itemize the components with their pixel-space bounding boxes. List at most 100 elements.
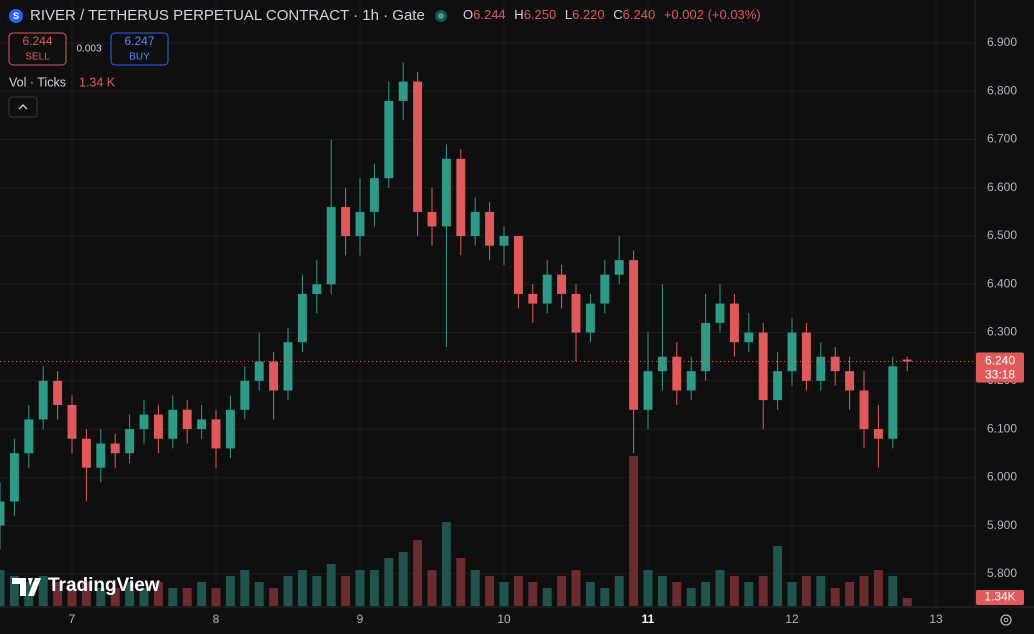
- symbol-icon-letter: S: [13, 11, 19, 21]
- volume-indicator-value: 1.34 K: [79, 75, 116, 89]
- buy-price[interactable]: 6.247: [124, 34, 154, 48]
- volume-bar: [902, 597, 912, 606]
- volume-bar: [240, 570, 250, 606]
- candle-body: [571, 293, 581, 333]
- candle-body: [643, 371, 653, 410]
- candle-body: [845, 371, 855, 391]
- volume-bar: [470, 570, 480, 606]
- volume-bar: [542, 588, 552, 606]
- volume-bar: [888, 576, 898, 606]
- candle-body: [225, 409, 235, 449]
- spread: 0.003: [76, 44, 101, 55]
- legend-value: 6.220: [572, 7, 605, 22]
- legend-value: 6.244: [473, 7, 506, 22]
- volume-bar: [830, 588, 840, 606]
- candle-body: [297, 293, 307, 343]
- y-tick-label: 6.800: [987, 83, 1017, 97]
- candle-body: [600, 274, 610, 304]
- volume-bar: [773, 546, 783, 606]
- volume-bar: [182, 588, 192, 606]
- ohlc-legend: O6.244 H6.250 L6.220 C6.240 +0.002 (+0.0…: [463, 7, 761, 22]
- volume-bar: [67, 588, 77, 606]
- y-tick-label: 6.100: [987, 421, 1017, 435]
- candle-body: [211, 419, 221, 449]
- candle-body: [9, 453, 19, 502]
- candle-body: [686, 371, 696, 391]
- candle-body: [53, 380, 63, 405]
- candle-body: [312, 284, 322, 294]
- volume-bar: [269, 588, 279, 606]
- volume-bar: [744, 582, 754, 606]
- y-tick-label: 6.500: [987, 228, 1017, 242]
- buy-button[interactable]: [110, 32, 169, 66]
- volume-bar: [859, 576, 869, 606]
- candle-body: [139, 414, 149, 430]
- y-tick-label: 6.300: [987, 325, 1017, 339]
- volume-bar: [254, 582, 264, 606]
- candle-body: [773, 371, 783, 401]
- legend-value: 6.250: [524, 7, 557, 22]
- x-tick-label: 13: [929, 612, 943, 626]
- chart-title: RIVER / TETHERUS PERPETUAL CONTRACT · 1h…: [30, 7, 425, 24]
- candle-body: [341, 207, 351, 237]
- volume-bar: [585, 582, 595, 606]
- volume-bar: [513, 576, 523, 606]
- volume-bar: [701, 582, 711, 606]
- candle-body: [470, 211, 480, 237]
- volume-bar: [629, 456, 639, 606]
- x-tick-label: 10: [497, 612, 511, 626]
- candle-body: [398, 81, 408, 101]
- volume-bar: [873, 570, 883, 606]
- volume-bar: [81, 582, 91, 606]
- volume-bar: [787, 582, 797, 606]
- volume-bar: [413, 540, 423, 606]
- candle-body: [499, 236, 509, 246]
- volume-bar: [225, 576, 235, 606]
- candle-body: [902, 359, 912, 362]
- candle-body: [888, 366, 898, 439]
- candle-body: [168, 409, 178, 439]
- candle-body: [456, 158, 466, 237]
- volume-bar: [153, 582, 163, 606]
- volume-bar: [528, 582, 538, 606]
- buy-label[interactable]: BUY: [129, 52, 150, 63]
- candle-body: [542, 274, 552, 304]
- collapse-icon[interactable]: [18, 104, 28, 110]
- volume-bar: [53, 582, 63, 606]
- sell-price[interactable]: 6.244: [22, 34, 52, 48]
- candle-body: [355, 211, 365, 237]
- candle-body: [326, 207, 336, 285]
- y-tick-label: 5.900: [987, 518, 1017, 532]
- settings-icon[interactable]: [1000, 614, 1012, 626]
- candle-body: [873, 429, 883, 439]
- status-dot: [438, 13, 444, 19]
- volume-bar: [557, 576, 567, 606]
- volume-label: 1.34K: [984, 590, 1015, 604]
- volume-bar: [456, 558, 466, 606]
- volume-bar: [845, 582, 855, 606]
- candle-body: [744, 332, 754, 343]
- candle-body: [182, 409, 192, 430]
- volume-bar: [571, 570, 581, 606]
- volume-bar: [441, 522, 451, 606]
- volume-indicator-label: Vol · Ticks: [9, 75, 66, 89]
- y-tick-label: 6.000: [987, 470, 1017, 484]
- candle-body: [801, 332, 811, 381]
- candle-body: [528, 293, 538, 304]
- candle-body: [254, 361, 264, 381]
- volume-bar: [326, 564, 336, 606]
- sell-button[interactable]: [8, 32, 67, 66]
- candle-body: [0, 501, 5, 526]
- settings-icon[interactable]: [1003, 617, 1009, 623]
- candle-body: [758, 332, 768, 401]
- candle-body: [485, 211, 495, 246]
- candle-body: [585, 303, 595, 333]
- candle-body: [413, 81, 423, 212]
- candle-body: [729, 303, 739, 343]
- sell-label[interactable]: SELL: [25, 52, 50, 63]
- collapse-button[interactable]: [8, 96, 38, 118]
- y-tick-label: 6.400: [987, 276, 1017, 290]
- x-tick-label: 7: [69, 612, 76, 626]
- volume-bar: [398, 552, 408, 606]
- candle-body: [859, 390, 869, 430]
